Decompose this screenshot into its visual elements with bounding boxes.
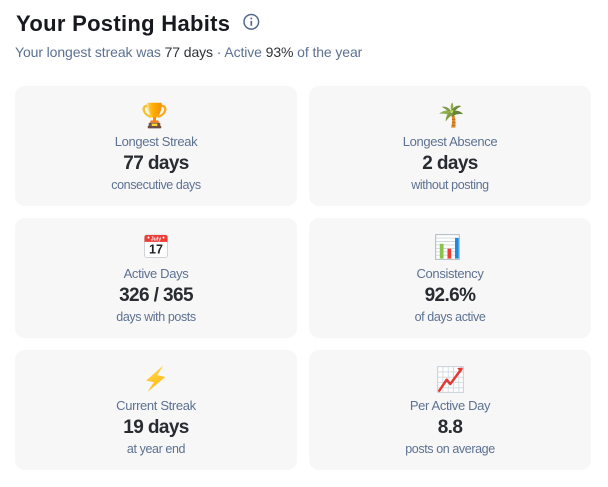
svg-text:17: 17	[149, 243, 163, 257]
svg-text:July: July	[151, 236, 162, 242]
